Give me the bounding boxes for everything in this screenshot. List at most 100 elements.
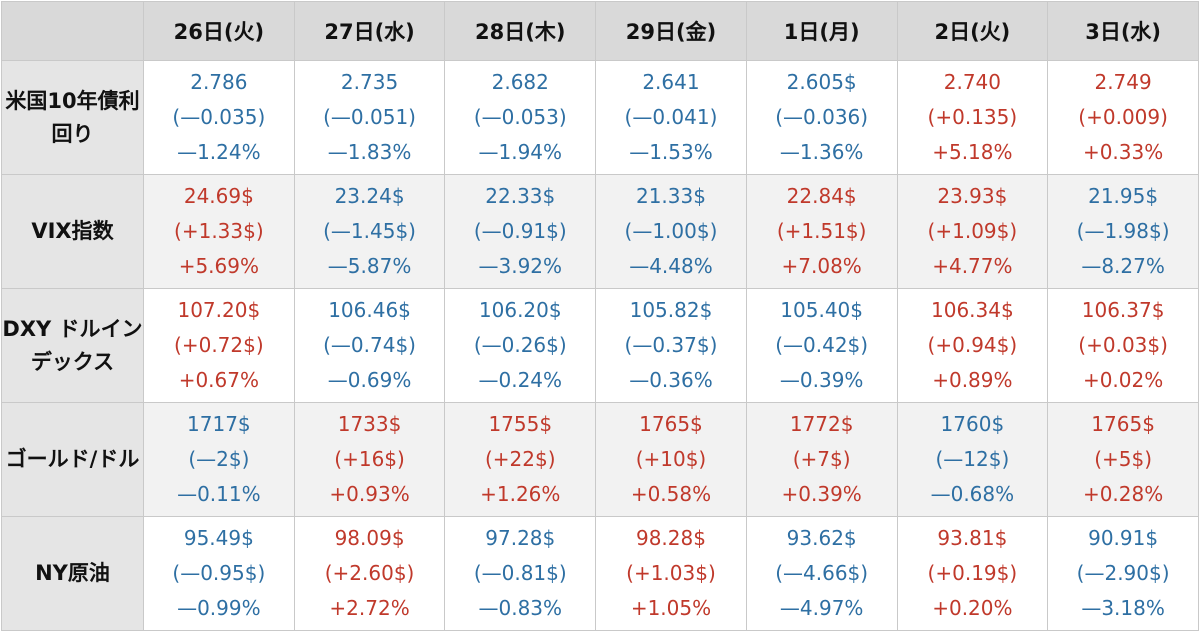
value-cell: 1733$ (+16$) +0.93% <box>293 402 446 517</box>
row-label: DXY ドルインデックス <box>1 288 144 403</box>
row-label-line: VIX指数 <box>31 219 114 244</box>
cell-change: (+1.03$) <box>626 561 716 585</box>
cell-change: (—0.91$) <box>473 219 567 243</box>
row-label-line: 米国10年 <box>5 88 98 113</box>
cell-percent: —4.97% <box>779 596 864 620</box>
cell-value: 106.34$ <box>931 298 1014 322</box>
cell-value: 1755$ <box>488 412 553 436</box>
value-cell: 1717$ (—2$) —0.11% <box>143 402 295 517</box>
cell-percent: —1.83% <box>327 140 412 164</box>
cell-percent: —0.11% <box>177 482 261 506</box>
value-cell: 98.09$ (+2.60$) +2.72% <box>293 516 446 631</box>
cell-value: 2.786 <box>190 70 248 94</box>
cell-change: (+0.03$) <box>1078 333 1168 357</box>
value-cell: 22.84$ (+1.51$) +7.08% <box>745 174 898 289</box>
column-header-date: 29日(金) <box>595 1 747 61</box>
value-cell: 21.33$ (—1.00$) —4.48% <box>595 174 747 289</box>
cell-percent: +2.72% <box>329 596 410 620</box>
column-header-date: 27日(水) <box>293 1 446 61</box>
cell-percent: +5.18% <box>932 140 1013 164</box>
cell-change: (—0.95$) <box>172 561 266 585</box>
cell-change: (+7$) <box>792 447 851 471</box>
column-header-date: 3日(水) <box>1047 1 1199 61</box>
cell-percent: +0.33% <box>1082 140 1164 164</box>
cell-value: 95.49$ <box>183 526 254 550</box>
cell-change: (+10$) <box>635 447 707 471</box>
cell-value: 97.28$ <box>485 526 556 550</box>
row-label-line: ドル <box>97 447 140 472</box>
cell-percent: —0.83% <box>478 596 563 620</box>
value-cell: 2.682 (—0.053) —1.94% <box>444 60 597 175</box>
value-cell: 106.46$ (—0.74$) —0.69% <box>293 288 446 403</box>
cell-value: 106.46$ <box>328 298 411 322</box>
cell-value: 24.69$ <box>183 184 254 208</box>
cell-percent: —3.92% <box>478 254 563 278</box>
cell-change: (—0.37$) <box>624 333 718 357</box>
column-header-date: 28日(木) <box>444 1 597 61</box>
value-cell: 22.33$ (—0.91$) —3.92% <box>444 174 597 289</box>
cell-change: (—2$) <box>188 447 250 471</box>
cell-change: (—0.42$) <box>775 333 869 357</box>
cell-percent: +7.08% <box>781 254 862 278</box>
row-label-line: インデックス <box>30 316 143 374</box>
value-cell: 98.28$ (+1.03$) +1.05% <box>595 516 747 631</box>
value-cell: 93.62$ (—4.66$) —4.97% <box>745 516 898 631</box>
value-cell: 105.82$ (—0.37$) —0.36% <box>595 288 747 403</box>
cell-value: 21.95$ <box>1088 184 1159 208</box>
cell-percent: —1.36% <box>779 140 864 164</box>
table-row: ゴールド/ドル 1717$ (—2$) —0.11% 1733$ (+16$) +0.93%… <box>1 402 1199 517</box>
cell-change: (—0.74$) <box>323 333 416 357</box>
value-cell: 23.93$ (+1.09$) +4.77% <box>896 174 1049 289</box>
row-label: NY原油 <box>1 516 144 631</box>
cell-value: 23.93$ <box>937 184 1008 208</box>
row-label-line: 債利回り <box>51 88 140 146</box>
cell-percent: +0.28% <box>1082 482 1164 506</box>
column-header-date: 26日(火) <box>143 1 295 61</box>
cell-value: 93.81$ <box>937 526 1008 550</box>
cell-change: (+0.135) <box>927 105 1018 129</box>
cell-value: 22.33$ <box>485 184 556 208</box>
value-cell: 2.749 (+0.009) +0.33% <box>1047 60 1199 175</box>
value-cell: 2.735 (—0.051) —1.83% <box>293 60 446 175</box>
row-label: ゴールド/ドル <box>1 402 144 517</box>
cell-percent: +0.89% <box>932 368 1013 392</box>
cell-change: (—1.00$) <box>624 219 718 243</box>
cell-value: 107.20$ <box>177 298 261 322</box>
cell-change: (+16$) <box>334 447 405 471</box>
cell-value: 98.09$ <box>334 526 405 550</box>
corner-cell <box>1 1 144 61</box>
cell-change: (+22$) <box>484 447 556 471</box>
cell-percent: —0.39% <box>779 368 864 392</box>
cell-value: 2.735 <box>340 70 399 94</box>
cell-percent: +0.58% <box>630 482 712 506</box>
cell-value: 2.605$ <box>786 70 857 94</box>
cell-percent: —0.36% <box>629 368 713 392</box>
cell-percent: —4.48% <box>629 254 713 278</box>
cell-percent: +0.93% <box>329 482 410 506</box>
cell-percent: +0.02% <box>1082 368 1164 392</box>
cell-value: 90.91$ <box>1088 526 1159 550</box>
value-cell: 106.34$ (+0.94$) +0.89% <box>896 288 1049 403</box>
value-cell: 2.605$ (—0.036) —1.36% <box>745 60 898 175</box>
value-cell: 2.786 (—0.035) —1.24% <box>143 60 295 175</box>
cell-value: 106.37$ <box>1081 298 1165 322</box>
cell-percent: —1.53% <box>629 140 713 164</box>
value-cell: 93.81$ (+0.19$) +0.20% <box>896 516 1049 631</box>
table-body: 米国10年債利回り 2.786 (—0.035) —1.24% 2.735 (—0.051… <box>1 60 1199 631</box>
cell-change: (—2.90$) <box>1076 561 1170 585</box>
cell-value: 23.24$ <box>334 184 405 208</box>
cell-change: (—12$) <box>935 447 1010 471</box>
value-cell: 106.20$ (—0.26$) —0.24% <box>444 288 597 403</box>
cell-change: (—0.035) <box>172 105 266 129</box>
cell-change: (—0.26$) <box>473 333 567 357</box>
row-label-line: NY原油 <box>35 561 110 586</box>
cell-percent: —5.87% <box>327 254 412 278</box>
cell-percent: +0.20% <box>932 596 1013 620</box>
value-cell: 107.20$ (+0.72$) +0.67% <box>143 288 295 403</box>
row-label: VIX指数 <box>1 174 144 289</box>
cell-change: (—1.98$) <box>1076 219 1170 243</box>
table-row: VIX指数 24.69$ (+1.33$) +5.69% 23.24$ (—1.45$) —… <box>1 174 1199 289</box>
cell-percent: +0.67% <box>178 368 259 392</box>
table-row: DXY ドルインデックス 107.20$ (+0.72$) +0.67% 106.46$… <box>1 288 1199 403</box>
